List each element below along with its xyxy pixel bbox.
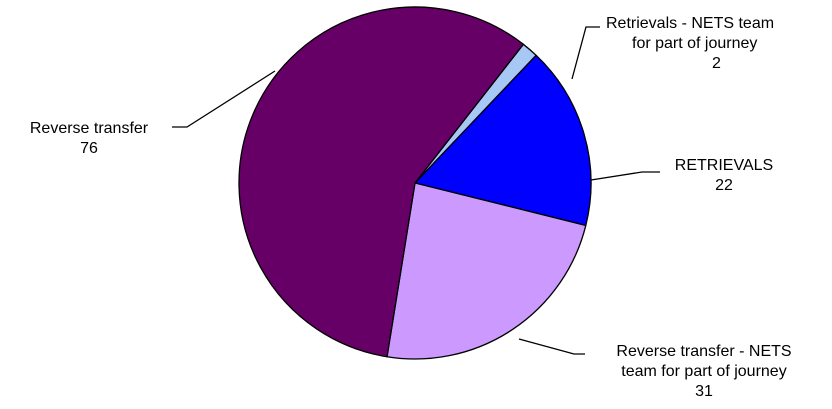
leader-line-2 (518, 338, 585, 355)
leader-line-0 (571, 26, 600, 80)
slice-value-label: 31 (695, 383, 713, 400)
slice-label-line: for part of journey (632, 35, 757, 52)
slice-label-line: Retrievals - NETS team (606, 15, 774, 32)
pie-slice-2 (386, 182, 587, 360)
leader-line-3 (172, 70, 276, 128)
slice-label-2: Reverse transfer - NETS team for part of … (616, 343, 791, 400)
slice-value-label: 2 (712, 55, 721, 72)
slice-value-label: 76 (80, 140, 98, 157)
slice-label-line: Reverse transfer - NETS (616, 343, 791, 360)
leader-line-1 (590, 171, 660, 181)
slice-label-line: RETRIEVALS (675, 157, 773, 174)
pie-slice-3 (238, 6, 525, 358)
slice-label-line: Reverse transfer (30, 120, 149, 137)
slice-value-label: 22 (715, 177, 733, 194)
slice-label-line: team for part of journey (621, 363, 786, 380)
slice-label-3: Reverse transfer 76 (30, 120, 149, 157)
slice-label-0: Retrievals - NETS team for part of journe… (606, 15, 774, 72)
slice-label-1: RETRIEVALS 22 (675, 157, 773, 194)
pie-slice-1 (414, 54, 592, 227)
